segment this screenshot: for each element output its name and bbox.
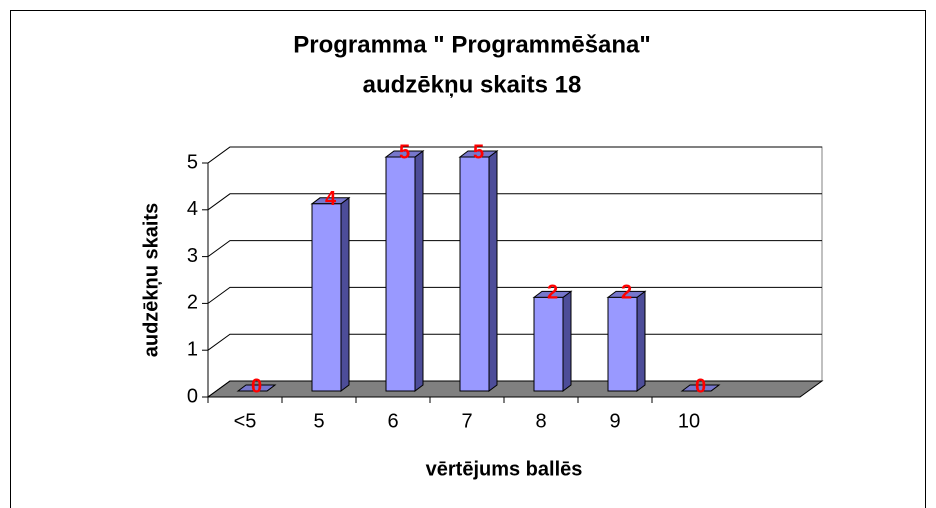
y-tick-label: 5: [187, 151, 198, 173]
chart-title: audzēkņu skaits 18: [363, 71, 582, 98]
bar-top: [680, 384, 721, 392]
bar: [385, 156, 416, 392]
data-label: 0: [695, 375, 706, 397]
data-label: 2: [621, 282, 632, 304]
bar-side: [488, 150, 498, 392]
bar-top: [236, 384, 277, 392]
y-tick-label: 4: [187, 198, 198, 220]
x-tick-label: 5: [313, 410, 324, 432]
grid-line: [207, 146, 822, 164]
data-label: 4: [325, 188, 337, 210]
x-tick-label: 10: [678, 410, 700, 432]
chart-title: Programma " Programmēšana": [293, 31, 651, 58]
bar-side: [340, 196, 350, 392]
y-tick-label: 3: [187, 245, 198, 267]
x-tick-label: <5: [234, 410, 257, 432]
grid-line: [207, 240, 822, 258]
y-tick-label: 0: [187, 385, 198, 407]
data-label: 0: [251, 375, 262, 397]
back-wall: [207, 146, 823, 398]
x-tick-label: 7: [461, 410, 472, 432]
grid-line: [207, 193, 822, 211]
data-label: 5: [473, 141, 484, 163]
grid-line: [207, 286, 822, 304]
data-label: 2: [547, 282, 558, 304]
floor: [206, 380, 824, 398]
bar-side: [562, 290, 572, 392]
y-tick-label: 2: [187, 292, 198, 314]
bar: [607, 296, 638, 392]
bar-side: [414, 150, 424, 392]
bar-side: [636, 290, 646, 392]
x-tick-label: 6: [387, 410, 398, 432]
x-tick-label: 8: [535, 410, 546, 432]
y-tick-label: 1: [187, 338, 198, 360]
bar: [311, 203, 342, 392]
x-tick-label: 9: [609, 410, 620, 432]
bar: [533, 296, 564, 392]
bar: [459, 156, 490, 392]
data-label: 5: [399, 141, 410, 163]
x-axis-label: vērtējums ballēs: [426, 458, 583, 480]
y-axis-label: audzēkņu skaits: [140, 203, 162, 358]
